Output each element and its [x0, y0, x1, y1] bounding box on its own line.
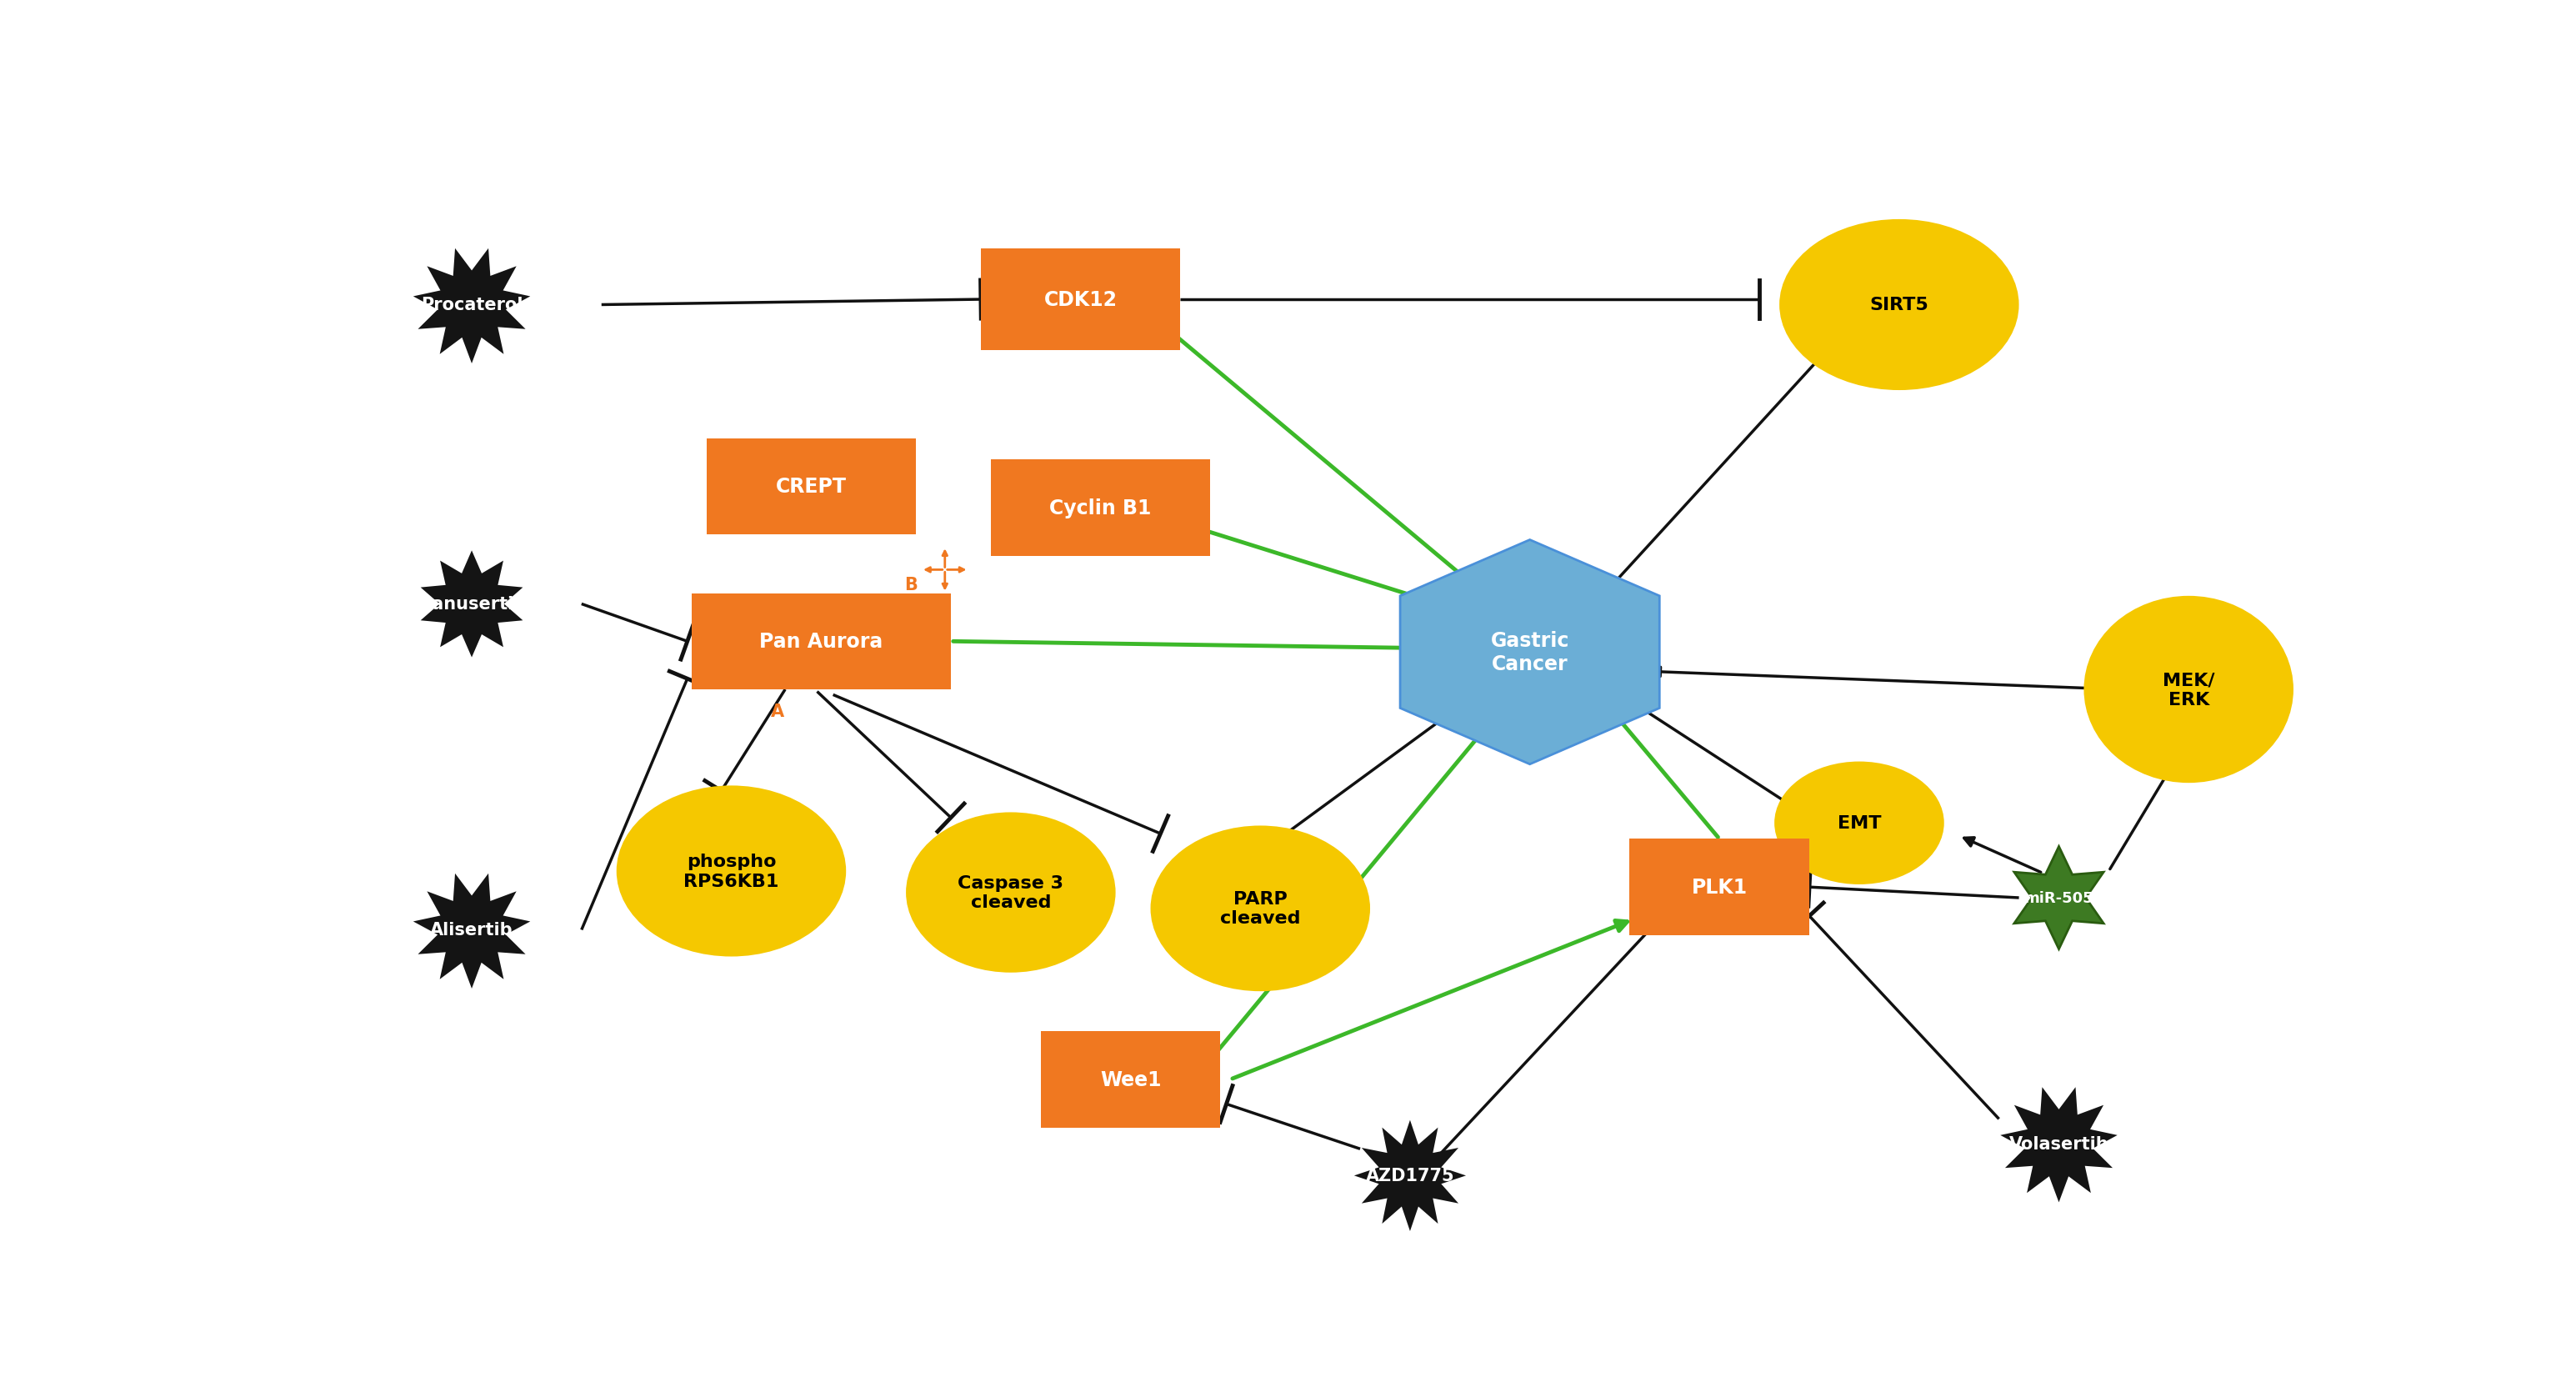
Text: Gastric
Cancer: Gastric Cancer [1492, 631, 1569, 674]
Ellipse shape [1151, 825, 1370, 992]
Text: Procaterol: Procaterol [420, 297, 523, 313]
Ellipse shape [2084, 596, 2293, 784]
Polygon shape [420, 551, 523, 657]
Text: Danusertib: Danusertib [417, 596, 526, 613]
Polygon shape [2014, 846, 2105, 949]
Text: SIRT5: SIRT5 [1870, 297, 1929, 313]
Text: Caspase 3
cleaved: Caspase 3 cleaved [958, 875, 1064, 911]
Ellipse shape [616, 786, 845, 957]
FancyBboxPatch shape [690, 594, 951, 689]
Text: PLK1: PLK1 [1692, 878, 1747, 897]
Text: A: A [770, 703, 783, 720]
FancyBboxPatch shape [706, 438, 917, 535]
Polygon shape [412, 248, 531, 363]
Text: phospho
RPS6KB1: phospho RPS6KB1 [683, 853, 778, 889]
Text: CDK12: CDK12 [1043, 290, 1118, 309]
Polygon shape [1355, 1121, 1466, 1232]
FancyBboxPatch shape [1631, 839, 1808, 935]
Ellipse shape [1780, 219, 2020, 391]
Text: Pan Aurora: Pan Aurora [760, 631, 884, 652]
Text: CREPT: CREPT [775, 477, 848, 497]
Text: miR-505: miR-505 [2025, 890, 2094, 906]
Text: Alisertib: Alisertib [430, 922, 513, 939]
FancyBboxPatch shape [1041, 1032, 1221, 1128]
Ellipse shape [1775, 761, 1945, 885]
Text: B: B [904, 577, 917, 594]
Text: Wee1: Wee1 [1100, 1069, 1162, 1090]
Text: AZD1775: AZD1775 [1365, 1168, 1455, 1184]
Text: Volasertib: Volasertib [2009, 1136, 2110, 1153]
Text: EMT: EMT [1837, 816, 1880, 832]
Text: PARP
cleaved: PARP cleaved [1221, 890, 1301, 927]
Polygon shape [412, 874, 531, 989]
Polygon shape [2002, 1087, 2117, 1203]
FancyBboxPatch shape [992, 460, 1211, 556]
Text: Cyclin B1: Cyclin B1 [1048, 498, 1151, 519]
Ellipse shape [907, 813, 1115, 972]
FancyBboxPatch shape [981, 250, 1180, 351]
Polygon shape [1401, 540, 1659, 764]
Text: MEK/
ERK: MEK/ ERK [2164, 671, 2215, 707]
